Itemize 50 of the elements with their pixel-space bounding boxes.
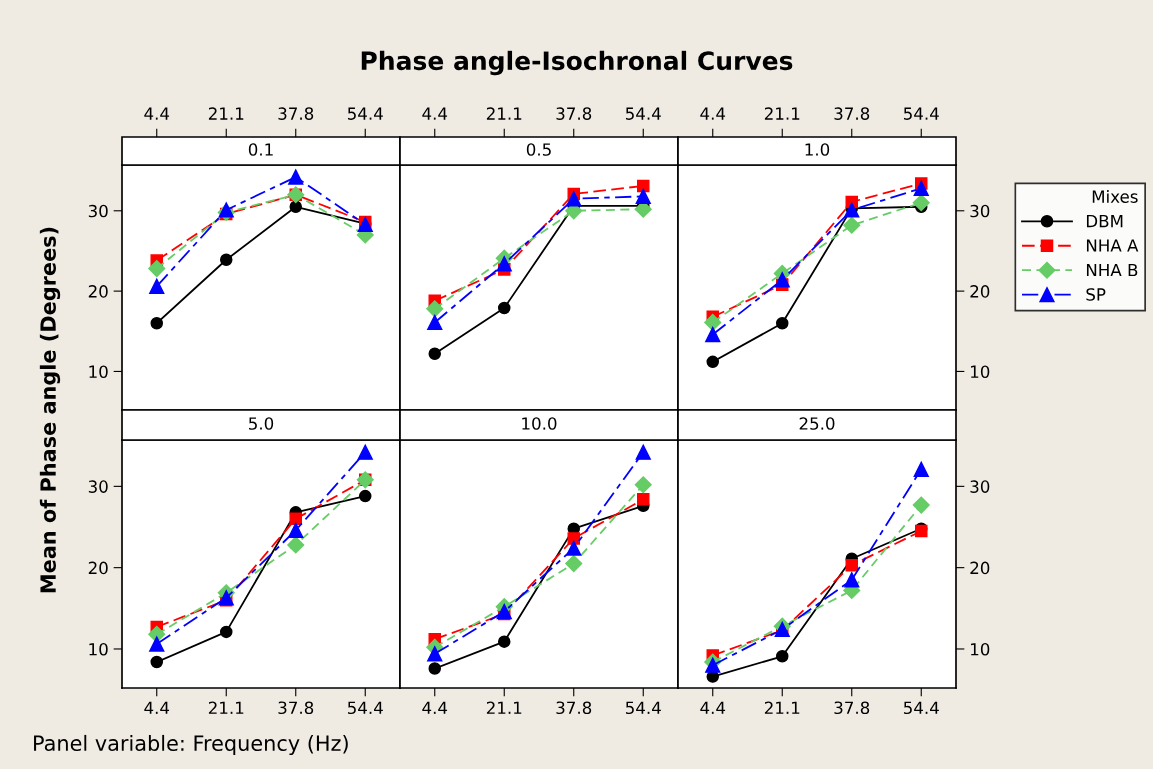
x-tick-label: 21.1 [208, 701, 244, 714]
x-tick-label: 21.1 [208, 107, 244, 120]
x-tick-label: 54.4 [625, 107, 661, 120]
legend-label: SP [1086, 288, 1106, 301]
x-tick-label: 4.4 [144, 107, 170, 120]
y-tick-label: 10 [971, 642, 990, 656]
y-tick-label: 30 [970, 480, 990, 493]
x-tick-label: 54.4 [625, 701, 661, 715]
chart-title: 1.0 [805, 143, 830, 156]
x-tick-label: 54.4 [347, 107, 383, 120]
x-tick-label: 4.4 [700, 701, 726, 714]
chart-title: 5.0 [249, 417, 274, 430]
chart-title: 25.0 [799, 417, 835, 430]
y-tick-label: 30 [88, 480, 108, 493]
x-tick-label: 37.8 [834, 701, 870, 715]
y-tick-label: 10 [89, 642, 108, 656]
x-tick-label: 4.4 [700, 107, 726, 120]
x-tick-label: 21.1 [764, 701, 800, 714]
y-axis-title: Mean of Phase angle (Degrees) [39, 227, 61, 593]
x-tick-label: 54.4 [347, 701, 383, 715]
legend-label: NHA A [1086, 239, 1139, 252]
x-tick-label: 4.4 [144, 701, 170, 714]
chart-title: 10.0 [522, 417, 557, 430]
x-tick-label: 21.1 [486, 107, 522, 120]
y-tick-label: 20 [88, 285, 108, 298]
y-tick-label: 10 [89, 365, 108, 379]
y-tick-label: 10 [971, 365, 990, 379]
legend-title: Mixes [1092, 190, 1138, 203]
y-tick-label: 20 [970, 561, 990, 575]
text: Panel variable: Frequency (Hz) [34, 734, 348, 756]
x-tick-label: 21.1 [764, 107, 800, 120]
y-tick-label: 20 [88, 561, 108, 575]
x-tick-label: 37.8 [278, 107, 314, 120]
y-tick-label: 30 [88, 204, 108, 218]
legend-label: DBM [1086, 214, 1123, 228]
y-tick-label: 20 [970, 285, 990, 298]
text: Phase angle-Isochronal Curves [361, 50, 793, 76]
chart-title: 0.1 [248, 143, 273, 156]
legend-label: NHA B [1086, 263, 1138, 277]
x-tick-label: 37.8 [556, 107, 592, 120]
x-tick-label: 37.8 [834, 107, 870, 120]
x-tick-label: 4.4 [422, 701, 448, 714]
chart-title: 0.5 [526, 143, 551, 156]
x-tick-label: 54.4 [903, 107, 939, 120]
x-tick-label: 37.8 [556, 701, 592, 715]
x-tick-label: 4.4 [422, 107, 448, 120]
x-tick-label: 37.8 [278, 701, 314, 715]
y-tick-label: 30 [970, 204, 990, 218]
x-tick-label: 54.4 [903, 701, 939, 715]
x-tick-label: 21.1 [486, 701, 522, 714]
